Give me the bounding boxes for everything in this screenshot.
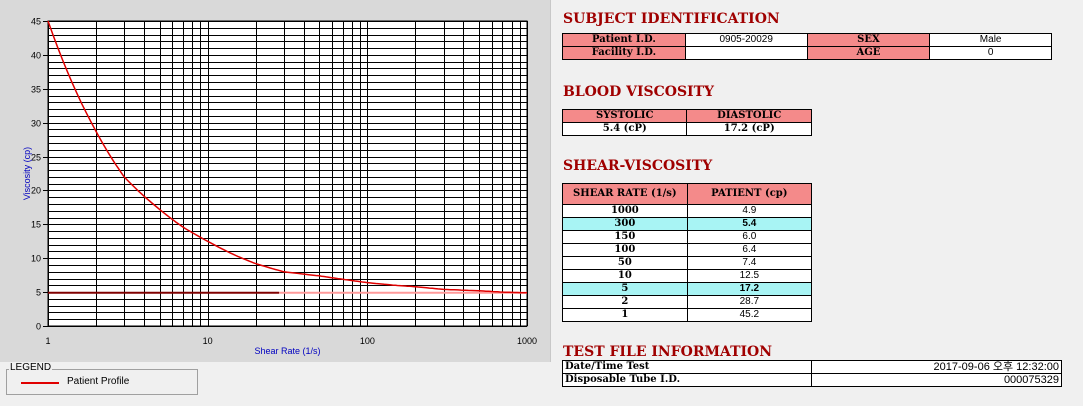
legend-line-swatch (21, 382, 59, 384)
y-tick-label: 45 (31, 17, 41, 27)
legend-label: Patient Profile (67, 376, 130, 387)
age-label: AGE (806, 46, 931, 60)
patient-cp-cell: 6.0 (686, 230, 813, 244)
patient-cp-cell: 45.2 (686, 308, 813, 322)
x-tick-label: 1000 (517, 336, 537, 346)
y-tick-label: 25 (31, 153, 41, 163)
x-tick-label: 100 (360, 336, 375, 346)
y-tick-label: 0 (36, 322, 41, 332)
subject-section-title: SUBJECT IDENTIFICATION (563, 11, 780, 27)
table-row: Patient I.D. 0905-20029 SEX Male (562, 33, 1052, 47)
shear-rate-cell: 1 (562, 308, 688, 322)
legend-box: LEGEND Patient Profile (6, 362, 198, 395)
shear-table: SHEAR RATE (1/s) PATIENT (cp) 1000 4.9 30… (562, 183, 813, 322)
y-tick-label: 10 (31, 254, 41, 264)
systolic-value: 5.4 (cP) (561, 122, 688, 136)
patient-cp-cell: 12.5 (686, 269, 813, 283)
testfile-table: Date/Time Test 2017-09-06 오후 12:32:00 Di… (561, 360, 1062, 387)
x-tick-label: 1 (45, 336, 50, 346)
date-time-value: 2017-09-06 오후 12:32:00 (811, 360, 1062, 374)
shear-rate-cell: 1000 (562, 204, 688, 218)
y-tick-label: 15 (31, 220, 41, 230)
table-row-highlighted: 5 17.2 (562, 282, 813, 296)
series-line-patient-profile (47, 20, 528, 294)
facility-id-value (684, 46, 808, 60)
facility-id-label: Facility I.D. (562, 46, 686, 60)
viscosity-chart: 0 5 10 15 20 25 30 35 40 45 1 10 100 1000 Shear Rate (… (22, 17, 537, 357)
patient-cp-cell: 17.2 (686, 282, 813, 296)
table-row: Facility I.D. AGE 0 (562, 46, 1052, 60)
x-tick-label: 10 (203, 336, 213, 346)
patient-cp-cell: 6.4 (686, 243, 813, 257)
table-row: 100 6.4 (562, 243, 813, 257)
shear-rate-cell: 50 (562, 256, 688, 270)
plot-area (47, 20, 528, 327)
x-axis-label: Shear Rate (1/s) (254, 346, 320, 356)
shear-rate-cell: 10 (562, 269, 688, 283)
patient-cp-cell: 5.4 (686, 217, 813, 231)
chart-panel: 0 5 10 15 20 25 30 35 40 45 1 10 100 1000 Shear Rate (… (0, 0, 551, 362)
blood-table: SYSTOLIC DIASTOLIC 5.4 (cP) 17.2 (cP) (561, 109, 812, 136)
y-tick-label: 20 (31, 186, 41, 196)
testfile-section-title: TEST FILE INFORMATION (563, 344, 773, 360)
table-row: SYSTOLIC DIASTOLIC (561, 109, 812, 123)
legend-title: LEGEND (9, 362, 53, 373)
table-row-highlighted: 300 5.4 (562, 217, 813, 231)
patient-id-label: Patient I.D. (562, 33, 686, 47)
y-axis-label: Viscosity (cp) (22, 147, 32, 200)
age-value: 0 (929, 46, 1052, 60)
table-row: 5.4 (cP) 17.2 (cP) (561, 122, 812, 136)
table-row: 10 12.5 (562, 269, 813, 283)
y-tick-label: 30 (31, 119, 41, 129)
y-tick-label: 40 (31, 51, 41, 61)
y-tick-label: 35 (31, 85, 41, 95)
shear-rate-cell: 300 (562, 217, 688, 231)
shear-rate-cell: 100 (562, 243, 688, 257)
shear-rate-header: SHEAR RATE (1/s) (562, 183, 688, 205)
systolic-label: SYSTOLIC (561, 109, 688, 123)
patient-cp-cell: 4.9 (686, 204, 813, 218)
y-tick-label: 5 (36, 288, 41, 298)
patient-cp-cell: 7.4 (686, 256, 813, 270)
shear-rate-cell: 2 (562, 295, 688, 309)
table-row: 1 45.2 (562, 308, 813, 322)
tube-id-label: Disposable Tube I.D. (561, 373, 813, 387)
sex-value: Male (929, 33, 1052, 47)
tube-id-value: 000075329 (811, 373, 1062, 387)
table-row: 1000 4.9 (562, 204, 813, 218)
table-header-row: SHEAR RATE (1/s) PATIENT (cp) (562, 183, 813, 205)
table-row: 150 6.0 (562, 230, 813, 244)
date-time-label: Date/Time Test (561, 360, 813, 374)
shear-rate-cell: 150 (562, 230, 688, 244)
blood-section-title: BLOOD VISCOSITY (563, 84, 715, 100)
table-row: 50 7.4 (562, 256, 813, 270)
table-row: 2 28.7 (562, 295, 813, 309)
table-row: Date/Time Test 2017-09-06 오후 12:32:00 (561, 360, 1062, 374)
patient-cp-header: PATIENT (cp) (686, 183, 813, 205)
diastolic-label: DIASTOLIC (686, 109, 812, 123)
subject-table: Patient I.D. 0905-20029 SEX Male Facilit… (562, 33, 1052, 60)
patient-cp-cell: 28.7 (686, 295, 813, 309)
sex-label: SEX (806, 33, 931, 47)
shear-rate-cell: 5 (562, 282, 688, 296)
patient-id-value: 0905-20029 (684, 33, 808, 47)
shear-section-title: SHEAR-VISCOSITY (563, 158, 713, 174)
diastolic-value: 17.2 (cP) (686, 122, 812, 136)
table-row: Disposable Tube I.D. 000075329 (561, 373, 1062, 387)
